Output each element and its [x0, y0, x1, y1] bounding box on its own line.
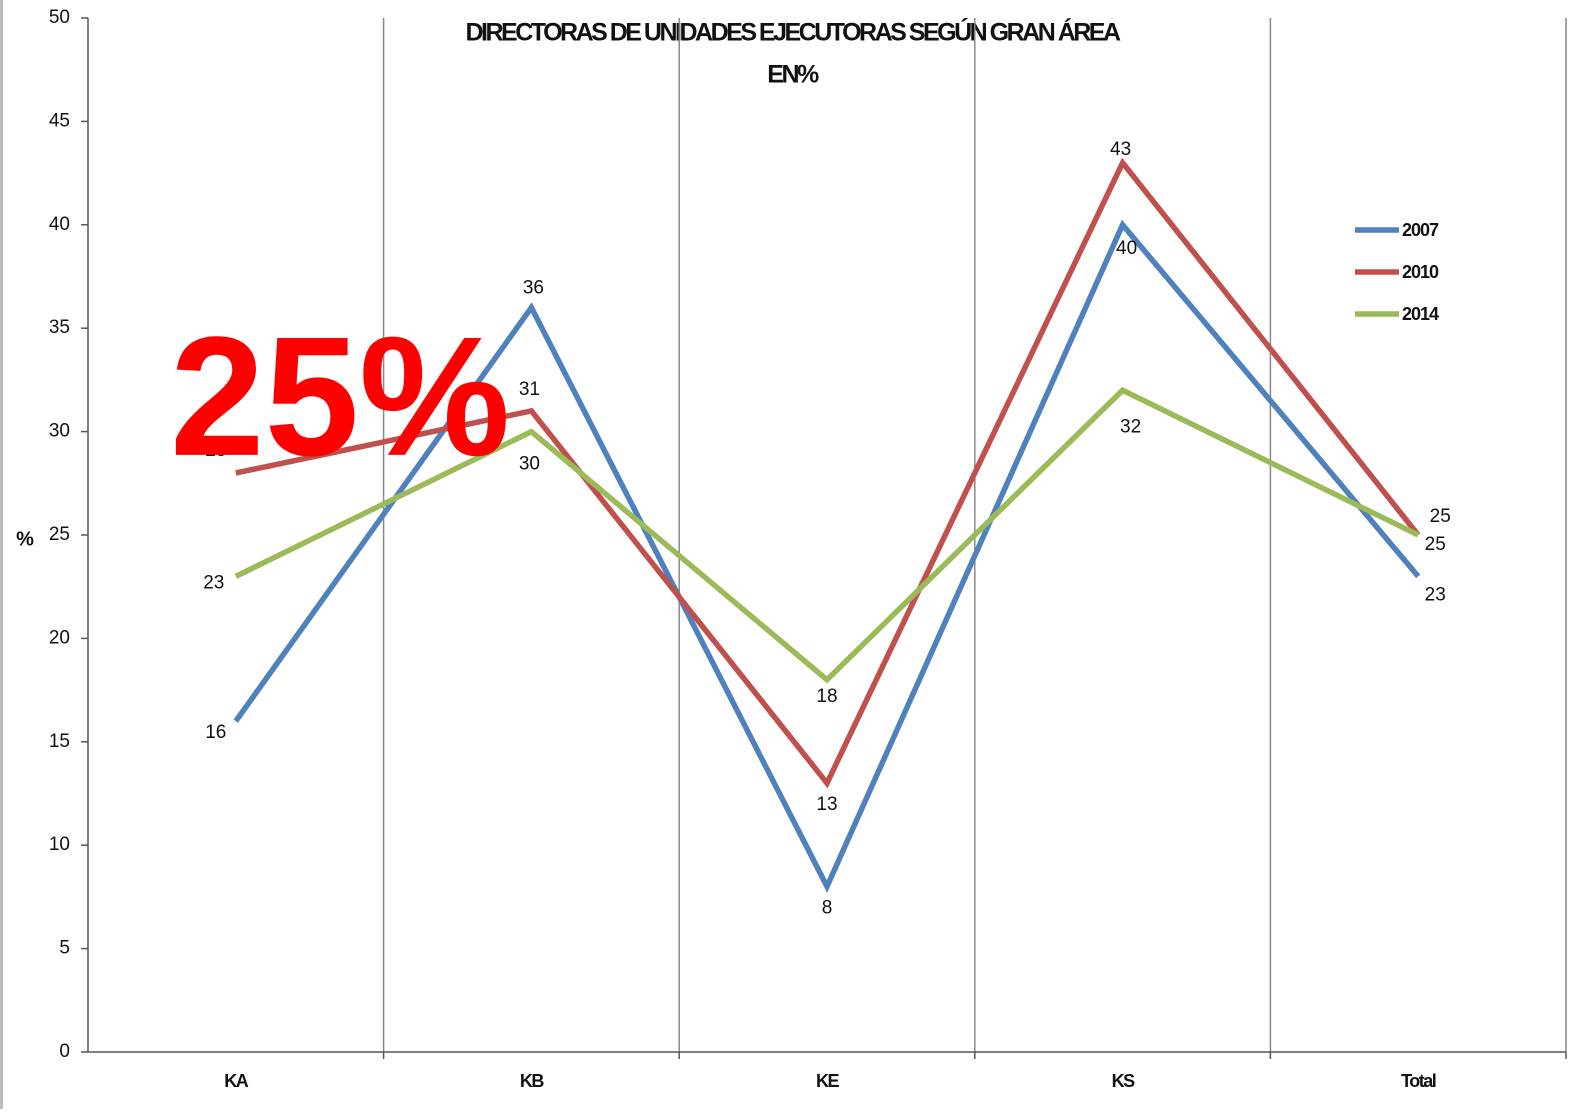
- y-tick-label: 15: [49, 731, 70, 752]
- data-label: 25: [1425, 534, 1446, 555]
- data-label: 25: [1430, 506, 1451, 527]
- legend-label: 2010: [1402, 262, 1439, 282]
- legend-label: 2007: [1402, 220, 1439, 240]
- data-label: 28: [205, 440, 226, 461]
- y-tick-label: 0: [59, 1041, 70, 1062]
- data-label: 23: [203, 572, 224, 593]
- frame-edge: [0, 0, 3, 1109]
- y-tick-label: 45: [49, 110, 70, 131]
- y-tick-label: 35: [49, 317, 70, 338]
- y-tick-label: 5: [59, 938, 70, 959]
- y-tick-label: 50: [49, 7, 70, 28]
- y-axis-label: %: [16, 528, 34, 550]
- x-tick-label: Total: [1401, 1071, 1436, 1091]
- y-tick-label: 10: [49, 834, 70, 855]
- x-tick-label: KB: [520, 1071, 544, 1091]
- series-line: [233, 219, 1421, 893]
- plot: 0 5 10 15 20 25 30 35 40 45 50 KA KB KE KS Total 16 36 8 40…: [49, 7, 1567, 1091]
- data-label: 16: [205, 722, 226, 743]
- x-tick-label: KE: [816, 1071, 839, 1091]
- data-label: 13: [816, 794, 837, 815]
- y-tick-label: 25: [49, 524, 70, 545]
- data-label: 31: [519, 379, 540, 400]
- data-label: 18: [816, 686, 837, 707]
- data-label: 36: [523, 278, 544, 299]
- data-label: 40: [1116, 238, 1137, 259]
- data-label: 8: [822, 898, 833, 919]
- chart-subtitle: EN%: [767, 61, 819, 89]
- y-tick-label: 30: [49, 421, 70, 442]
- annotation: 25%: [170, 302, 510, 492]
- x-tick-label: KS: [1112, 1071, 1135, 1091]
- x-tick-label: KA: [224, 1071, 248, 1091]
- series-line: [234, 386, 1420, 684]
- chart-title: DIRECTORAS DE UNIDADES EJECUTORAS SEGÚN …: [465, 17, 1121, 47]
- data-label: 32: [1120, 416, 1141, 437]
- y-tick-label: 20: [49, 627, 70, 648]
- series-line: [235, 157, 1421, 789]
- legend-label: 2014: [1402, 304, 1439, 324]
- data-label: 30: [519, 454, 540, 475]
- data-label: 23: [1425, 584, 1446, 605]
- y-tick-label: 40: [49, 214, 70, 235]
- data-label: 43: [1110, 139, 1131, 160]
